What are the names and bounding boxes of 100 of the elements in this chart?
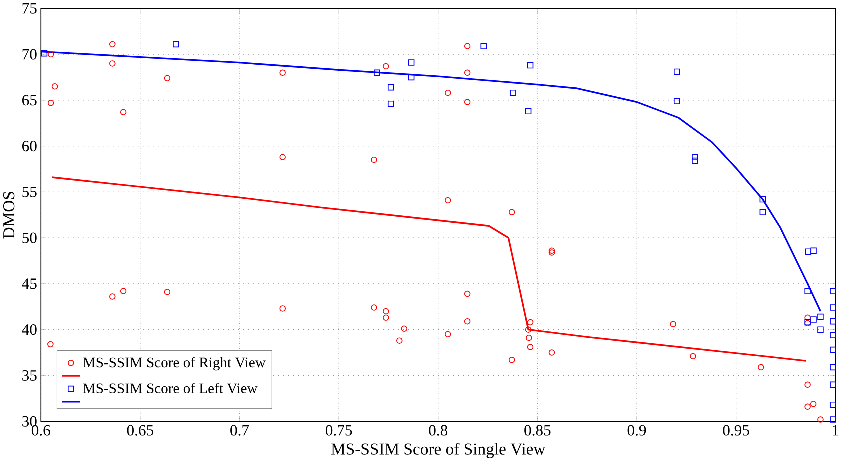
x-tick-label: 0.7 [230, 425, 250, 436]
point [383, 308, 390, 315]
x-tick-label: 0.6 [32, 425, 50, 436]
point [525, 108, 532, 115]
point [110, 294, 116, 300]
point [173, 41, 180, 48]
point [548, 250, 556, 256]
point [444, 90, 452, 96]
point [690, 353, 696, 360]
point [110, 60, 116, 67]
point [464, 43, 471, 50]
point [525, 326, 532, 334]
point [830, 288, 836, 294]
y-tick-label: 50 [22, 232, 37, 244]
point [120, 288, 127, 294]
point [383, 63, 390, 70]
line-series [41, 51, 822, 312]
point [527, 319, 534, 326]
point [464, 70, 471, 76]
point [401, 326, 408, 332]
point [408, 74, 415, 81]
point [674, 98, 680, 105]
point [396, 338, 403, 344]
point [830, 304, 836, 312]
point [510, 90, 516, 96]
point [818, 326, 824, 334]
point [52, 84, 58, 90]
point [758, 364, 764, 371]
point [810, 401, 817, 408]
x-tick-label: 0.65 [127, 425, 154, 436]
point [670, 321, 676, 328]
x-tick-label: 0.75 [326, 425, 352, 436]
point [48, 51, 54, 58]
x-tick-label: 0.85 [524, 425, 551, 436]
y-axis-title: DMOS [3, 192, 15, 239]
point [830, 402, 836, 408]
point [527, 62, 534, 69]
point [818, 416, 824, 423]
point [830, 318, 836, 325]
y-tick-label: 55 [22, 187, 37, 198]
x-axis-title: MS-SSIM Score of Single View [332, 443, 546, 458]
y-tick-label: 75 [22, 4, 37, 14]
point [526, 335, 532, 342]
point [480, 43, 487, 50]
point [280, 306, 286, 312]
y-tick-label: 35 [22, 370, 37, 382]
point [371, 304, 378, 312]
x-tick-label: 0.9 [628, 425, 646, 436]
point [804, 382, 811, 388]
point [760, 209, 766, 216]
point [164, 75, 171, 82]
point [805, 248, 812, 256]
y-tick-label: 60 [22, 141, 37, 152]
point [374, 70, 380, 76]
point [692, 154, 698, 161]
point [818, 314, 824, 320]
point [548, 248, 556, 254]
point [444, 331, 452, 338]
point [810, 316, 817, 323]
point [830, 382, 836, 388]
point [527, 344, 534, 350]
y-tick-label: 30 [22, 416, 37, 427]
point [280, 70, 286, 76]
point [444, 197, 452, 204]
point [508, 209, 516, 216]
point [692, 158, 698, 164]
point [371, 157, 378, 164]
x-tick-label: 0.95 [723, 425, 750, 436]
point [760, 196, 766, 203]
point [41, 50, 48, 57]
point [464, 318, 471, 325]
point [408, 60, 415, 66]
point [830, 332, 836, 339]
legend-label: MS-SSIM Score of Right View [83, 357, 266, 371]
point [48, 100, 54, 106]
point [383, 314, 390, 322]
point [280, 154, 286, 161]
y-tick-label: 45 [22, 278, 37, 290]
point [804, 288, 811, 294]
point [674, 68, 680, 76]
point [830, 416, 836, 423]
point [388, 101, 394, 108]
point [804, 404, 811, 410]
y-tick-label: 70 [22, 49, 37, 60]
point [804, 314, 811, 322]
y-tick-label: 40 [22, 324, 37, 336]
point [164, 289, 171, 296]
point [548, 350, 556, 356]
y-tick-label: 65 [22, 95, 37, 106]
point [48, 341, 54, 348]
point [464, 99, 471, 106]
point [120, 109, 127, 116]
point [110, 41, 116, 48]
x-tick-label: 0.8 [429, 425, 448, 436]
point [388, 84, 394, 91]
point [810, 248, 817, 254]
x-tick-label: 1 [833, 425, 839, 436]
point [830, 346, 836, 354]
point [508, 357, 516, 364]
point [830, 364, 836, 371]
